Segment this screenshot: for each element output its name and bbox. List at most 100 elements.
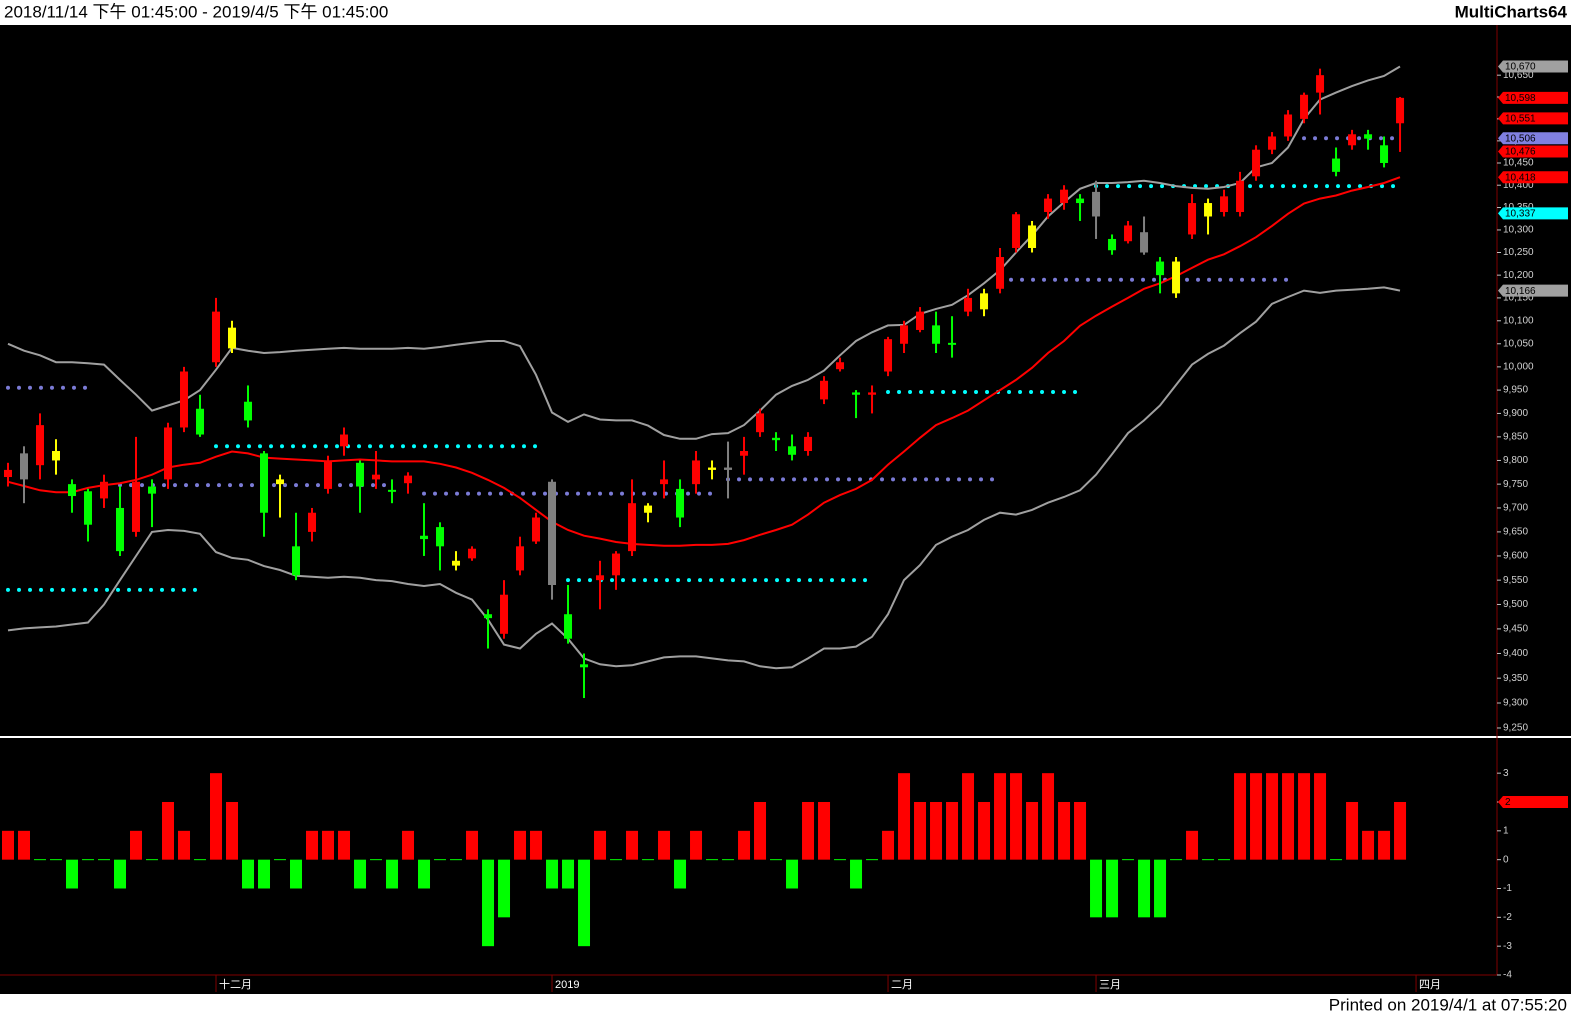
bar bbox=[402, 830, 415, 860]
bar bbox=[242, 859, 255, 889]
bar bbox=[210, 773, 223, 860]
candle-body bbox=[852, 392, 861, 395]
x-tick-label: 二月 bbox=[891, 979, 913, 991]
candle-body bbox=[276, 479, 285, 485]
bar bbox=[178, 830, 191, 860]
price-marker bbox=[1498, 145, 1568, 158]
bar bbox=[1314, 773, 1327, 860]
bar bbox=[674, 859, 687, 889]
price-marker-label: 10,551 bbox=[1505, 114, 1536, 125]
price-marker-label: 10,418 bbox=[1505, 172, 1536, 183]
bar bbox=[1250, 773, 1263, 860]
bar bbox=[770, 859, 783, 861]
price-marker bbox=[1498, 91, 1568, 104]
bar bbox=[930, 801, 943, 860]
candle-body bbox=[1268, 136, 1277, 150]
candle-body bbox=[244, 401, 253, 421]
candle-body bbox=[1140, 232, 1149, 253]
bar bbox=[1106, 859, 1119, 918]
bar bbox=[690, 830, 703, 860]
candle-body bbox=[388, 489, 397, 492]
y-tick-label: 9,800 bbox=[1503, 455, 1528, 466]
y-tick-label: 1 bbox=[1503, 825, 1509, 836]
bar bbox=[258, 859, 271, 889]
bar bbox=[418, 859, 431, 889]
candle-body bbox=[516, 546, 525, 571]
candle-body bbox=[644, 505, 653, 513]
bar bbox=[482, 859, 495, 947]
bar bbox=[2, 830, 15, 860]
bar bbox=[498, 859, 511, 918]
candle-body bbox=[1252, 149, 1261, 177]
bar bbox=[386, 859, 399, 889]
price-marker bbox=[1498, 207, 1568, 220]
candle-body bbox=[1348, 134, 1357, 146]
candle-body bbox=[436, 527, 445, 547]
bar bbox=[1202, 859, 1215, 861]
price-marker bbox=[1498, 60, 1568, 73]
candle-body bbox=[260, 453, 269, 513]
bar bbox=[1330, 859, 1343, 861]
bar bbox=[738, 830, 751, 860]
bar bbox=[1298, 773, 1311, 860]
band-line bbox=[7, 286, 1401, 670]
candle-body bbox=[804, 436, 813, 452]
bar bbox=[338, 830, 351, 860]
candle-body bbox=[612, 553, 621, 576]
candle-body bbox=[212, 311, 221, 363]
candle-body bbox=[724, 467, 733, 470]
candle-body bbox=[4, 469, 13, 478]
bar bbox=[1346, 801, 1359, 860]
candle-body bbox=[932, 325, 941, 344]
bar bbox=[1122, 859, 1135, 861]
bar bbox=[1074, 801, 1087, 860]
bar bbox=[98, 859, 111, 861]
bar bbox=[802, 801, 815, 860]
bar bbox=[1234, 773, 1247, 860]
price-marker-label: 10,337 bbox=[1505, 208, 1536, 219]
candle-body bbox=[84, 491, 93, 525]
bar bbox=[1058, 801, 1071, 860]
header-bar bbox=[0, 0, 1571, 25]
candle-body bbox=[948, 342, 957, 345]
bar bbox=[1138, 859, 1151, 918]
band-line bbox=[7, 176, 1401, 547]
candle-body bbox=[372, 474, 381, 480]
candle-body bbox=[1380, 145, 1389, 163]
x-tick-label: 2019 bbox=[555, 979, 579, 991]
candle-body bbox=[708, 467, 717, 470]
bar bbox=[546, 859, 559, 889]
bar bbox=[450, 859, 463, 861]
x-tick-label: 三月 bbox=[1099, 979, 1121, 991]
candle-body bbox=[916, 311, 925, 330]
bar bbox=[1090, 859, 1103, 918]
candle-body bbox=[36, 425, 45, 466]
candle-body bbox=[100, 481, 109, 499]
bar bbox=[962, 773, 975, 860]
y-tick-label: 9,350 bbox=[1503, 673, 1528, 684]
date-range: 2018/11/14 下午 01:45:00 - 2019/4/5 下午 01:… bbox=[4, 2, 388, 21]
candle-body bbox=[980, 293, 989, 310]
bar bbox=[1362, 830, 1375, 860]
candle-body bbox=[532, 517, 541, 542]
candle-body bbox=[500, 594, 509, 634]
app-name: MultiCharts64 bbox=[1455, 2, 1568, 21]
candle-body bbox=[1076, 198, 1085, 204]
y-tick-label: 10,200 bbox=[1503, 270, 1534, 281]
candle-body bbox=[1028, 225, 1037, 248]
candle-body bbox=[1284, 114, 1293, 137]
candle-body bbox=[596, 575, 605, 581]
bar bbox=[882, 830, 895, 860]
bar bbox=[722, 859, 735, 861]
bar bbox=[562, 859, 575, 889]
candle-body bbox=[340, 434, 349, 447]
candle-body bbox=[148, 486, 157, 494]
price-marker-label: 10,166 bbox=[1505, 286, 1536, 297]
candle-body bbox=[132, 481, 141, 532]
bar bbox=[626, 830, 639, 860]
bar bbox=[1042, 773, 1055, 860]
candle-body bbox=[20, 453, 29, 480]
y-tick-label: 3 bbox=[1503, 768, 1509, 779]
candle-body bbox=[772, 437, 781, 441]
